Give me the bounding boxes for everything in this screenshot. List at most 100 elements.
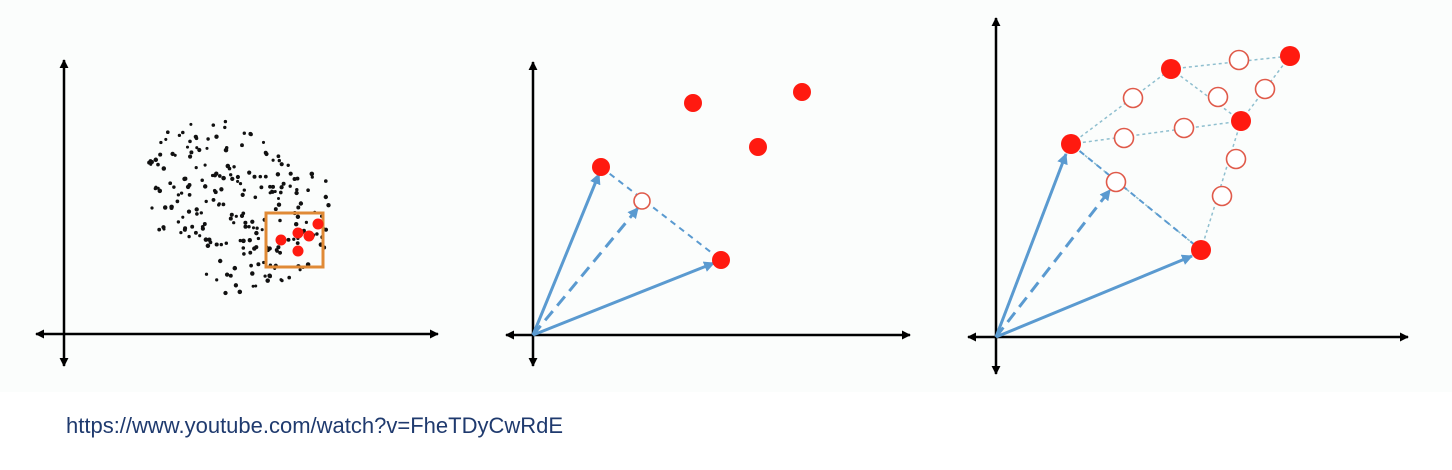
majority-dot — [278, 250, 283, 255]
synthetic-point — [1113, 127, 1135, 149]
majority-dot — [242, 252, 246, 256]
majority-dot — [242, 131, 246, 135]
majority-dot — [252, 174, 257, 179]
majority-dot — [287, 275, 292, 280]
majority-dot — [280, 278, 284, 283]
majority-dot — [276, 154, 281, 159]
majority-dot — [200, 226, 205, 231]
majority-dot — [153, 186, 158, 191]
majority-dot — [228, 216, 233, 221]
majority-dot — [310, 175, 314, 179]
majority-dot — [228, 273, 233, 278]
minority-point — [1231, 111, 1251, 131]
majority-dot — [194, 136, 199, 141]
majority-dot — [237, 289, 243, 295]
majority-dot — [238, 181, 243, 186]
minority-points-panel-1 — [275, 218, 324, 257]
majority-dot — [277, 197, 280, 200]
majority-dot — [241, 246, 246, 250]
majority-dot — [254, 230, 259, 236]
majority-dot — [197, 147, 202, 153]
majority-dot — [213, 190, 218, 195]
majority-dot — [295, 176, 300, 181]
synthetic-points — [1105, 49, 1276, 207]
majority-dot — [159, 140, 163, 145]
synthetic-point — [1207, 86, 1229, 108]
synthetic-point — [633, 192, 651, 210]
majority-dot — [176, 193, 181, 197]
majority-dot — [276, 245, 281, 250]
majority-dot — [238, 238, 242, 243]
majority-dot — [260, 228, 264, 232]
majority-dot — [234, 214, 238, 218]
majority-dot — [215, 278, 219, 282]
majority-dot — [261, 140, 266, 144]
majority-dot — [267, 274, 273, 279]
majority-dot — [279, 162, 284, 167]
majority-dot — [221, 175, 226, 181]
majority-dot — [179, 191, 184, 195]
majority-dot — [240, 192, 245, 197]
majority-dot — [211, 197, 216, 202]
minority-point — [303, 230, 315, 242]
majority-dot — [223, 125, 227, 130]
majority-dot — [148, 159, 153, 163]
majority-dot — [168, 181, 173, 186]
majority-dot — [236, 179, 240, 183]
synthetic-point — [1105, 171, 1127, 193]
majority-dot — [203, 237, 209, 242]
minority-point — [793, 83, 811, 101]
majority-dot — [278, 218, 282, 223]
synthetic-point — [1122, 87, 1144, 109]
majority-dot — [221, 202, 226, 207]
source-url-link[interactable]: https://www.youtube.com/watch?v=FheTDyCw… — [66, 413, 564, 438]
majority-dot — [223, 147, 229, 153]
majority-dot — [198, 234, 202, 238]
majority-dot — [189, 122, 193, 126]
majority-dot — [165, 130, 170, 135]
vector-to-point-a — [531, 172, 601, 336]
majority-dot — [279, 185, 284, 190]
majority-dot — [271, 158, 275, 162]
majority-dot — [229, 173, 233, 177]
majority-dot — [194, 207, 199, 212]
vector-to-point-a — [994, 152, 1068, 338]
majority-dot — [323, 227, 329, 232]
vector-to-synthetic — [531, 207, 640, 336]
majority-dot — [253, 195, 258, 200]
majority-dot — [265, 278, 270, 283]
minority-point — [275, 234, 287, 246]
majority-dot — [161, 166, 167, 171]
majority-dot — [258, 174, 263, 179]
majority-dot — [164, 137, 168, 141]
majority-dot — [219, 242, 223, 247]
majority-dot — [217, 203, 221, 207]
majority-dot — [204, 199, 208, 204]
majority-dot — [276, 202, 282, 207]
minority-point-b — [712, 251, 730, 269]
majority-dot — [214, 134, 219, 139]
majority-dot — [161, 225, 166, 230]
majority-dot — [286, 163, 290, 167]
neighbourhood-box — [264, 211, 325, 269]
majority-dot — [232, 221, 236, 225]
majority-dot — [150, 206, 154, 210]
majority-dot — [268, 191, 272, 195]
majority-dot — [202, 184, 208, 189]
synthetic-point — [1173, 117, 1195, 139]
majority-dot — [263, 274, 267, 278]
majority-dot — [248, 131, 253, 136]
majority-dot — [181, 130, 185, 135]
majority-dot — [232, 265, 238, 271]
majority-dot — [195, 146, 199, 150]
majority-dot — [208, 240, 213, 245]
majority-dot — [187, 183, 192, 187]
majority-dot — [268, 184, 272, 189]
majority-dot — [315, 232, 319, 236]
majority-dot — [278, 190, 283, 195]
majority-dot — [157, 188, 163, 194]
majority-dot — [203, 163, 207, 167]
majority-dot — [256, 236, 261, 241]
panel-1 — [35, 59, 439, 367]
majority-dot — [277, 158, 281, 163]
